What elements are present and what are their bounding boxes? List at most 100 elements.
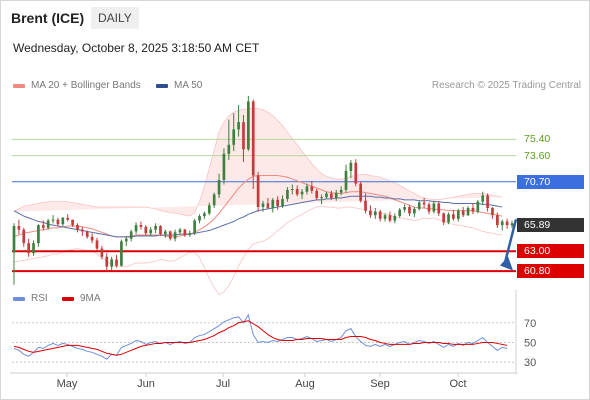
- candle-body: [266, 203, 270, 208]
- candle-body: [413, 208, 416, 214]
- rsi-level-label-1: 50: [524, 337, 536, 349]
- candle: [37, 224, 40, 247]
- candle-body: [95, 240, 99, 249]
- candle: [76, 223, 79, 233]
- candle: [290, 184, 294, 195]
- legend-rsi-swatch: [13, 296, 25, 301]
- candle: [496, 212, 499, 228]
- candle-body: [247, 101, 250, 150]
- candle: [271, 198, 275, 213]
- candle-body: [149, 229, 153, 234]
- forecast-arrow-shaft: [503, 219, 518, 263]
- candle-body: [408, 207, 411, 214]
- level-tag-63-00: 63.00: [517, 244, 584, 259]
- candle: [32, 240, 35, 256]
- candle: [330, 190, 333, 200]
- candle: [207, 202, 211, 216]
- candle: [22, 227, 26, 247]
- candle: [500, 219, 504, 231]
- candle-body: [134, 225, 138, 232]
- candle: [164, 229, 167, 238]
- candle-body: [442, 213, 445, 223]
- candle: [120, 239, 123, 267]
- candle-body: [300, 191, 304, 195]
- period-selector[interactable]: DAILY: [91, 7, 139, 29]
- candle-body: [41, 225, 45, 228]
- candle: [320, 194, 323, 205]
- candle-body: [373, 211, 377, 216]
- candle: [466, 206, 470, 217]
- candle-body: [159, 226, 162, 235]
- candle-body: [129, 231, 133, 239]
- candle-body: [403, 207, 406, 210]
- candle-body: [154, 226, 157, 230]
- candle: [334, 189, 338, 201]
- candle-body: [164, 231, 167, 235]
- credit-text: Research © 2025 Trading Central: [431, 80, 581, 91]
- candle-body: [124, 238, 128, 242]
- legend-rsi: RSI: [13, 293, 48, 304]
- candle: [198, 214, 201, 224]
- candle-body: [22, 229, 26, 244]
- candle-body: [37, 225, 40, 244]
- candle-body: [432, 203, 436, 212]
- candle: [124, 235, 128, 246]
- candle: [481, 191, 485, 206]
- legend-rsi-label: RSI: [31, 293, 48, 304]
- candle-body: [17, 226, 21, 230]
- candle-body: [349, 162, 353, 171]
- candle: [452, 209, 455, 221]
- bollinger-band: [14, 108, 503, 217]
- candle: [461, 207, 465, 217]
- candle: [393, 213, 397, 224]
- candle: [349, 160, 353, 179]
- candle: [388, 211, 392, 223]
- candle-body: [271, 199, 275, 208]
- bollinger-lower: [13, 205, 503, 296]
- candle: [295, 185, 299, 197]
- candle-body: [207, 205, 211, 214]
- candle-body: [422, 202, 426, 205]
- candle-body: [46, 220, 50, 228]
- candle: [100, 245, 104, 260]
- legend-bb-swatch: [13, 83, 25, 88]
- candle-body: [456, 210, 460, 219]
- candle-body: [139, 225, 143, 227]
- candle: [66, 214, 70, 222]
- x-tick-label-2: Jul: [216, 378, 230, 390]
- candle-body: [85, 231, 89, 237]
- level-tag-60-80: 60.80: [517, 264, 584, 279]
- candle: [261, 200, 265, 212]
- legend-bb-label: MA 20 + Bollinger Bands: [31, 80, 141, 91]
- candle-body: [168, 231, 172, 239]
- level-tag-73-60: 73.60: [524, 149, 551, 162]
- candle: [413, 207, 416, 217]
- candle-body: [76, 225, 79, 230]
- candle: [227, 119, 231, 161]
- candle: [41, 220, 45, 231]
- candle-body: [290, 189, 294, 190]
- candle-body: [486, 195, 489, 208]
- candle-body: [105, 256, 109, 267]
- candle: [193, 218, 196, 236]
- candle-body: [110, 259, 113, 267]
- candle-body: [466, 207, 470, 216]
- candle-body: [198, 216, 201, 221]
- rsi-level-label-0: 70: [524, 318, 536, 330]
- candle: [276, 196, 279, 210]
- candle-body: [491, 207, 494, 216]
- candle-body: [32, 243, 35, 254]
- legend-rsi-ma-label: 9MA: [80, 293, 101, 304]
- candle: [422, 198, 426, 208]
- candle: [188, 230, 192, 237]
- x-tick-label-5: Oct: [449, 378, 466, 390]
- candle: [325, 191, 328, 199]
- candle: [17, 219, 21, 235]
- candle-body: [71, 219, 74, 226]
- candle-body: [276, 199, 279, 207]
- candle-body: [310, 186, 314, 191]
- candle: [173, 229, 177, 242]
- candle: [491, 207, 494, 219]
- candle-body: [344, 170, 348, 190]
